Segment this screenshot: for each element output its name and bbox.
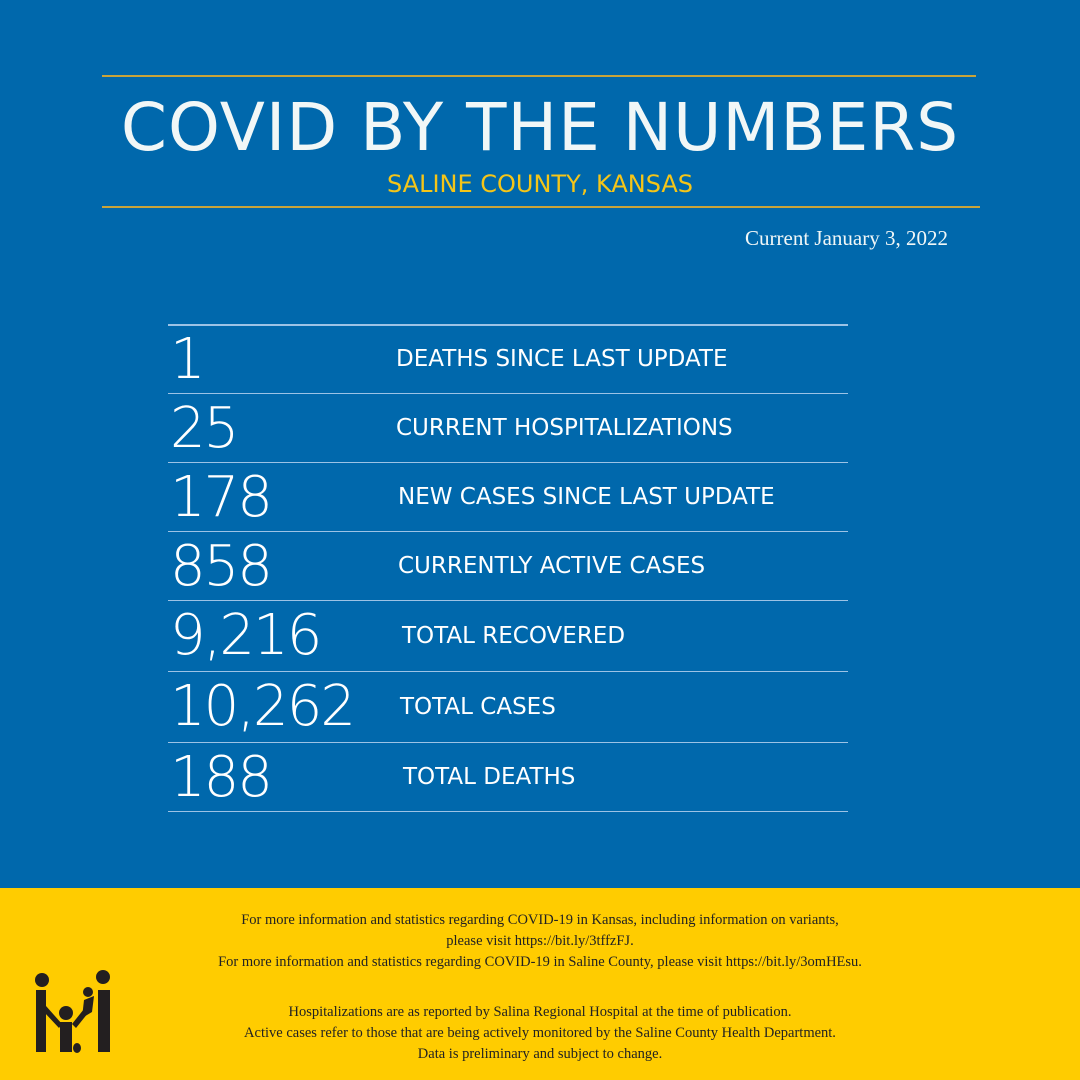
footer-line: Active cases refer to those that are bei… bbox=[244, 1025, 836, 1041]
family-figures-logo-icon bbox=[35, 970, 110, 1053]
stat-value: 1 bbox=[170, 327, 206, 392]
stats-top-border bbox=[168, 324, 848, 326]
page-title: COVID BY THE NUMBERS bbox=[120, 89, 960, 166]
stat-row: 9,216 TOTAL RECOVERED bbox=[168, 601, 848, 672]
stat-label: TOTAL DEATHS bbox=[403, 763, 576, 790]
footer-disclaimer: Hospitalizations are as reported by Sali… bbox=[0, 1002, 1080, 1065]
stat-value: 25 bbox=[170, 396, 239, 461]
stat-value: 188 bbox=[170, 745, 273, 810]
footer-line: For more information and statistics rega… bbox=[241, 912, 839, 928]
bottom-divider bbox=[102, 206, 980, 208]
footer-line: Data is preliminary and subject to chang… bbox=[417, 1046, 663, 1062]
stat-row: 188 TOTAL DEATHS bbox=[168, 743, 848, 812]
stat-row: 1 DEATHS SINCE LAST UPDATE bbox=[168, 325, 848, 394]
current-date: Current January 3, 2022 bbox=[745, 226, 948, 250]
stat-row: 25 CURRENT HOSPITALIZATIONS bbox=[168, 394, 848, 463]
stat-label: CURRENT HOSPITALIZATIONS bbox=[396, 414, 733, 441]
top-divider bbox=[102, 75, 976, 77]
footer-line: For more information and statistics rega… bbox=[218, 954, 862, 970]
stat-label: TOTAL CASES bbox=[400, 693, 556, 720]
stat-row: 10,262 TOTAL CASES bbox=[168, 672, 848, 743]
stat-value: 178 bbox=[170, 465, 273, 530]
stat-row: 858 CURRENTLY ACTIVE CASES bbox=[168, 532, 848, 601]
footer: For more information and statistics rega… bbox=[0, 888, 1080, 1080]
stat-label: CURRENTLY ACTIVE CASES bbox=[398, 552, 706, 579]
stat-row: 178 NEW CASES SINCE LAST UPDATE bbox=[168, 463, 848, 532]
page-subtitle: SALINE COUNTY, KANSAS bbox=[386, 170, 694, 198]
stat-value: 858 bbox=[170, 534, 273, 599]
stat-label: TOTAL RECOVERED bbox=[402, 622, 626, 649]
stat-label: NEW CASES SINCE LAST UPDATE bbox=[398, 483, 775, 510]
footer-line: Hospitalizations are as reported by Sali… bbox=[288, 1004, 792, 1020]
footer-line: please visit https://bit.ly/3tffzFJ. bbox=[446, 933, 634, 949]
stat-label: DEATHS SINCE LAST UPDATE bbox=[396, 345, 728, 372]
footer-info-links: For more information and statistics rega… bbox=[0, 910, 1080, 973]
stat-value: 9,216 bbox=[170, 603, 322, 668]
stat-value: 10,262 bbox=[170, 674, 356, 739]
